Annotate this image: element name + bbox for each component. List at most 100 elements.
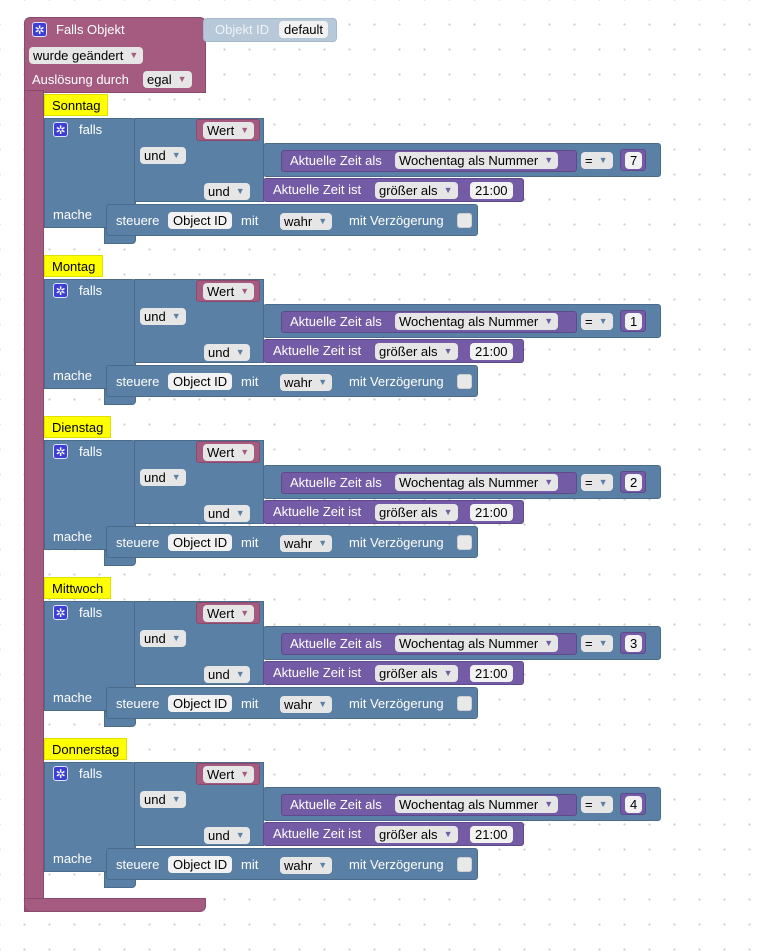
- triangle-down-icon: ▼: [235, 186, 245, 196]
- compare-dropdown[interactable]: größer als ▼: [375, 665, 458, 682]
- control-label: steuere: [116, 535, 160, 550]
- and-dropdown[interactable]: und ▼: [140, 630, 186, 647]
- operator-dropdown[interactable]: = ▼: [581, 474, 613, 491]
- with-label: mit: [241, 696, 259, 711]
- and-dropdown[interactable]: und ▼: [140, 469, 186, 486]
- triangle-down-icon: ▼: [318, 538, 328, 548]
- operator-dropdown[interactable]: = ▼: [581, 796, 613, 813]
- delay-checkbox[interactable]: [457, 535, 472, 550]
- with-value-dropdown[interactable]: wahr ▼: [280, 374, 333, 391]
- triangle-down-icon: ▼: [598, 316, 608, 326]
- control-target-field[interactable]: Object ID: [168, 373, 233, 390]
- time-value-field[interactable]: 21:00: [470, 826, 513, 843]
- gear-icon[interactable]: ✲: [53, 766, 68, 781]
- delay-label: mit Verzögerung: [349, 374, 444, 389]
- value-dropdown[interactable]: Wert ▼: [203, 283, 255, 300]
- operator-value: =: [585, 797, 593, 812]
- operator-dropdown[interactable]: = ▼: [581, 152, 613, 169]
- and-dropdown[interactable]: und ▼: [204, 505, 250, 522]
- and-dropdown[interactable]: und ▼: [140, 147, 186, 164]
- operator-dropdown[interactable]: = ▼: [581, 313, 613, 330]
- number-field[interactable]: 4: [625, 796, 643, 813]
- triangle-down-icon: ▼: [171, 311, 181, 321]
- control-target-field[interactable]: Object ID: [168, 534, 233, 551]
- time-value-field[interactable]: 21:00: [470, 343, 513, 360]
- and-dropdown[interactable]: und ▼: [204, 666, 250, 683]
- compare-dropdown[interactable]: größer als ▼: [375, 826, 458, 843]
- delay-checkbox[interactable]: [457, 374, 472, 389]
- time-format-value: Wochentag als Nummer: [399, 636, 539, 651]
- triangle-down-icon: ▼: [240, 125, 250, 135]
- operator-dropdown[interactable]: = ▼: [581, 635, 613, 652]
- with-value-dropdown[interactable]: wahr ▼: [280, 535, 333, 552]
- with-value-dropdown[interactable]: wahr ▼: [280, 857, 333, 874]
- compare-dropdown[interactable]: größer als ▼: [375, 343, 458, 360]
- control-label: steuere: [116, 374, 160, 389]
- gear-icon[interactable]: ✲: [53, 283, 68, 298]
- time-format-dropdown[interactable]: Wochentag als Nummer ▼: [395, 474, 559, 491]
- triangle-down-icon: ▼: [318, 699, 328, 709]
- compare-dropdown[interactable]: größer als ▼: [375, 504, 458, 521]
- triangle-down-icon: ▼: [177, 74, 187, 84]
- trigger-by-dropdown[interactable]: egal ▼: [143, 71, 192, 88]
- triangle-down-icon: ▼: [240, 286, 250, 296]
- time-format-value: Wochentag als Nummer: [399, 314, 539, 329]
- and-dropdown[interactable]: und ▼: [140, 791, 186, 808]
- time-value-field[interactable]: 21:00: [470, 182, 513, 199]
- number-field[interactable]: 2: [625, 474, 643, 491]
- object-id-value[interactable]: default: [279, 21, 329, 38]
- comment-bubble[interactable]: Montag: [44, 255, 104, 277]
- time-format-dropdown[interactable]: Wochentag als Nummer ▼: [395, 152, 559, 169]
- triangle-down-icon: ▼: [318, 377, 328, 387]
- and-label: und: [144, 631, 166, 646]
- and-dropdown[interactable]: und ▼: [140, 308, 186, 325]
- with-value-dropdown[interactable]: wahr ▼: [280, 696, 333, 713]
- value-dropdown[interactable]: Wert ▼: [203, 444, 255, 461]
- if-label: falls: [79, 766, 103, 781]
- comment-bubble[interactable]: Donnerstag: [44, 738, 128, 760]
- and-dropdown[interactable]: und ▼: [204, 183, 250, 200]
- control-target-field[interactable]: Object ID: [168, 695, 233, 712]
- control-target-field[interactable]: Object ID: [168, 212, 233, 229]
- number-field[interactable]: 7: [625, 152, 643, 169]
- compare-dropdown[interactable]: größer als ▼: [375, 182, 458, 199]
- value-dropdown[interactable]: Wert ▼: [203, 605, 255, 622]
- gear-icon[interactable]: ✲: [53, 122, 68, 137]
- delay-checkbox[interactable]: [457, 696, 472, 711]
- with-value-dropdown[interactable]: wahr ▼: [280, 213, 333, 230]
- triangle-down-icon: ▼: [598, 477, 608, 487]
- control-target-field[interactable]: Object ID: [168, 856, 233, 873]
- comment-bubble[interactable]: Mittwoch: [44, 577, 112, 599]
- gear-icon[interactable]: ✲: [53, 605, 68, 620]
- compare-value: größer als: [379, 344, 438, 359]
- time-format-dropdown[interactable]: Wochentag als Nummer ▼: [395, 313, 559, 330]
- and-dropdown[interactable]: und ▼: [204, 827, 250, 844]
- number-field[interactable]: 3: [625, 635, 643, 652]
- number-field[interactable]: 1: [625, 313, 643, 330]
- time-format-dropdown[interactable]: Wochentag als Nummer ▼: [395, 796, 559, 813]
- triangle-down-icon: ▼: [544, 799, 554, 809]
- gear-icon[interactable]: ✲: [53, 444, 68, 459]
- time-value-field[interactable]: 21:00: [470, 504, 513, 521]
- value-label: Wert: [207, 606, 235, 621]
- operator-value: =: [585, 314, 593, 329]
- value-dropdown[interactable]: Wert ▼: [203, 122, 255, 139]
- compare-value: größer als: [379, 183, 438, 198]
- gear-icon[interactable]: ✲: [32, 22, 47, 37]
- if-label: falls: [79, 122, 103, 137]
- time-format-dropdown[interactable]: Wochentag als Nummer ▼: [395, 635, 559, 652]
- delay-checkbox[interactable]: [457, 857, 472, 872]
- do-label: mache: [53, 368, 93, 383]
- with-label: mit: [241, 857, 259, 872]
- trigger-condition-dropdown[interactable]: wurde geändert ▼: [29, 47, 144, 64]
- value-label: Wert: [207, 284, 235, 299]
- delay-label: mit Verzögerung: [349, 213, 444, 228]
- and-dropdown[interactable]: und ▼: [204, 344, 250, 361]
- trigger-block-spine: [24, 90, 44, 912]
- time-value-field[interactable]: 21:00: [470, 665, 513, 682]
- delay-checkbox[interactable]: [457, 213, 472, 228]
- comment-bubble[interactable]: Dienstag: [44, 416, 112, 438]
- value-dropdown[interactable]: Wert ▼: [203, 766, 255, 783]
- triangle-down-icon: ▼: [598, 155, 608, 165]
- comment-bubble[interactable]: Sonntag: [44, 94, 109, 116]
